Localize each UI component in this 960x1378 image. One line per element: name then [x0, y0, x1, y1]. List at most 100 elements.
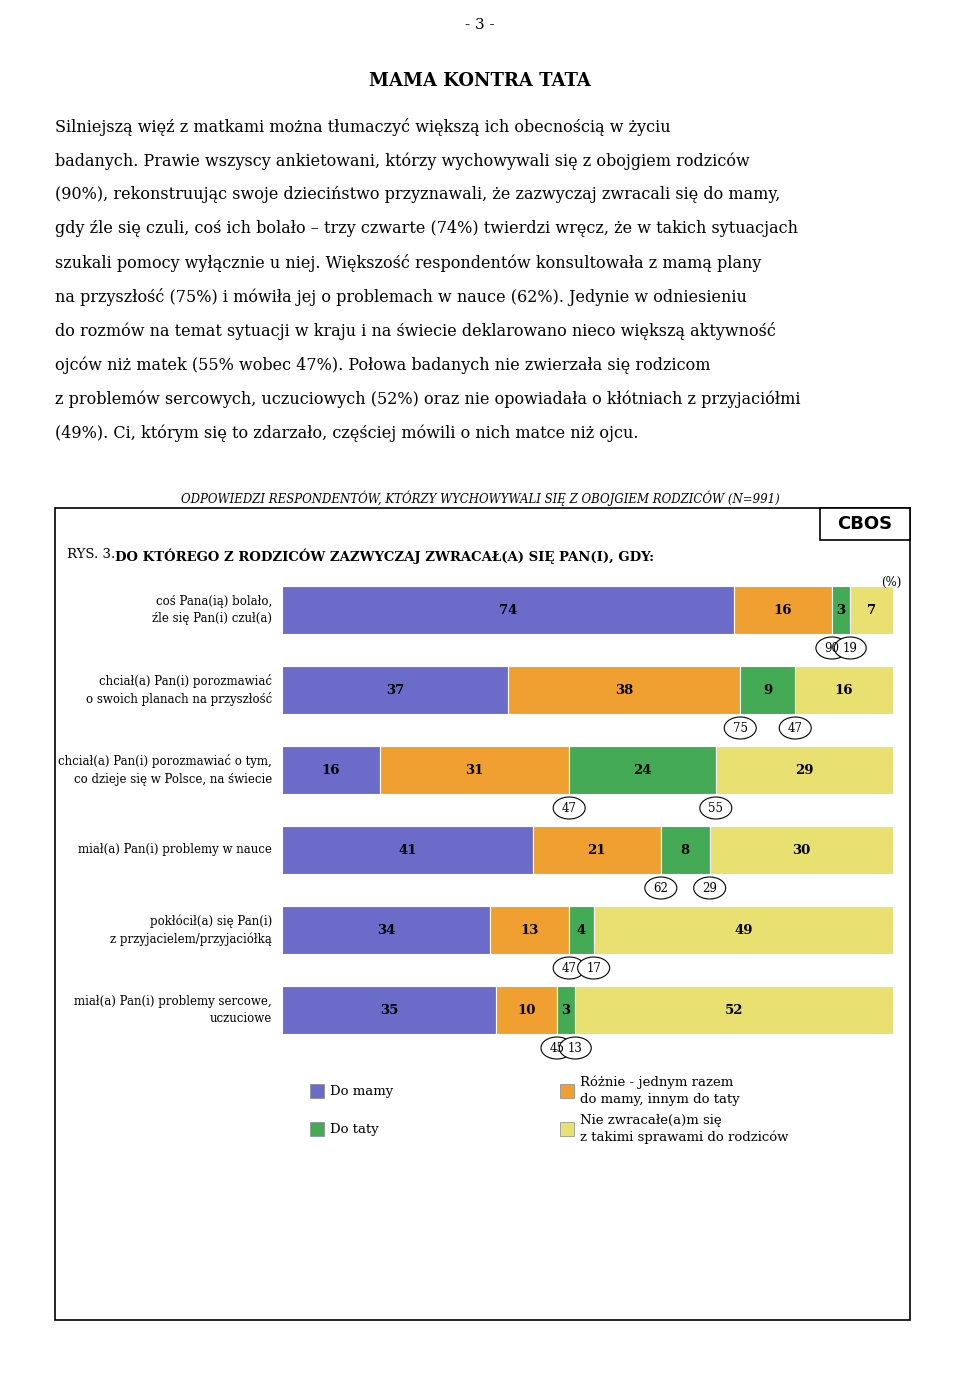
Text: 4: 4	[577, 923, 586, 937]
Text: miał(a) Pan(i) problemy w nauce: miał(a) Pan(i) problemy w nauce	[78, 843, 272, 857]
Bar	[310, 1084, 324, 1098]
Ellipse shape	[578, 956, 610, 978]
Text: 21: 21	[588, 843, 606, 857]
Text: 30: 30	[792, 843, 810, 857]
Ellipse shape	[553, 956, 586, 978]
Text: ODPOWIEDZI RESPONDENTÓW, KTÓRZY WYCHOWYWALI SIĘ Z OBOJGIEM RODZICÓW (N=991): ODPOWIEDZI RESPONDENTÓW, KTÓRZY WYCHOWYW…	[180, 491, 780, 506]
Text: 37: 37	[386, 683, 404, 696]
Text: Nie zwracałe(a)m się
z takimi sprawami do rodziców: Nie zwracałe(a)m się z takimi sprawami d…	[580, 1113, 788, 1144]
Text: z problemów sercowych, uczuciowych (52%) oraz nie opowiadała o kłótniach z przyj: z problemów sercowych, uczuciowych (52%)…	[55, 390, 801, 408]
Bar	[490, 905, 569, 954]
Text: 38: 38	[615, 683, 634, 696]
Text: 9: 9	[763, 683, 773, 696]
Text: 47: 47	[562, 802, 577, 814]
Text: ojców niż matek (55% wobec 47%). Połowa badanych nie zwierzała się rodzicom: ojców niż matek (55% wobec 47%). Połowa …	[55, 356, 710, 373]
Text: 75: 75	[732, 722, 748, 734]
Ellipse shape	[834, 637, 866, 659]
Bar	[851, 586, 893, 634]
Bar	[709, 825, 893, 874]
Bar	[734, 586, 832, 634]
Bar	[380, 745, 569, 794]
Text: 29: 29	[703, 882, 717, 894]
Text: 10: 10	[517, 1003, 536, 1017]
Text: badanych. Prawie wszyscy ankietowani, którzy wychowywali się z obojgiem rodziców: badanych. Prawie wszyscy ankietowani, kt…	[55, 152, 750, 169]
Text: 16: 16	[774, 604, 792, 616]
Bar	[820, 508, 910, 540]
Text: - 3 -: - 3 -	[466, 18, 494, 32]
Bar	[282, 825, 533, 874]
Bar	[660, 825, 709, 874]
Text: Różnie - jednym razem
do mamy, innym do taty: Różnie - jednym razem do mamy, innym do …	[580, 1076, 740, 1107]
Text: CBOS: CBOS	[837, 515, 893, 533]
Text: 16: 16	[835, 683, 853, 696]
Text: RYS. 3.: RYS. 3.	[67, 548, 115, 561]
Text: 90: 90	[825, 642, 839, 655]
Text: 7: 7	[867, 604, 876, 616]
Ellipse shape	[724, 717, 756, 739]
Bar	[593, 905, 893, 954]
Bar	[282, 905, 490, 954]
Text: Do taty: Do taty	[330, 1123, 379, 1135]
Text: (49%). Ci, którym się to zdarzało, częściej mówili o nich matce niż ojcu.: (49%). Ci, którym się to zdarzało, częśc…	[55, 424, 638, 441]
Bar	[832, 586, 851, 634]
Bar	[557, 987, 575, 1034]
Text: chciał(a) Pan(i) porozmawiać
o swoich planach na przyszłość: chciał(a) Pan(i) porozmawiać o swoich pl…	[85, 674, 272, 706]
Bar	[740, 666, 795, 714]
Ellipse shape	[560, 1038, 591, 1060]
Bar	[282, 987, 496, 1034]
Text: 16: 16	[322, 763, 340, 776]
Ellipse shape	[694, 876, 726, 898]
Text: 41: 41	[398, 843, 417, 857]
Text: chciał(a) Pan(i) porozmawiać o tym,
co dzieje się w Polsce, na świecie: chciał(a) Pan(i) porozmawiać o tym, co d…	[59, 755, 272, 785]
Text: 29: 29	[795, 763, 814, 776]
Bar	[55, 508, 910, 1320]
Bar	[282, 745, 380, 794]
Text: 3: 3	[562, 1003, 570, 1017]
Bar	[575, 987, 893, 1034]
Text: 49: 49	[734, 923, 753, 937]
Text: na przyszłość (75%) i mówiła jej o problemach w nauce (62%). Jedynie w odniesien: na przyszłość (75%) i mówiła jej o probl…	[55, 288, 747, 306]
Text: 55: 55	[708, 802, 723, 814]
Text: 47: 47	[788, 722, 803, 734]
Bar	[569, 745, 716, 794]
Text: 34: 34	[376, 923, 396, 937]
Bar	[496, 987, 557, 1034]
Text: 24: 24	[634, 763, 652, 776]
Text: szukali pomocy wyłącznie u niej. Większość respondentów konsultowała z mamą plan: szukali pomocy wyłącznie u niej. Większo…	[55, 254, 761, 271]
Text: 47: 47	[562, 962, 577, 974]
Text: (%): (%)	[881, 576, 902, 588]
Bar	[795, 666, 893, 714]
Ellipse shape	[645, 876, 677, 898]
Text: 13: 13	[520, 923, 539, 937]
Bar	[533, 825, 660, 874]
Text: MAMA KONTRA TATA: MAMA KONTRA TATA	[369, 72, 591, 90]
Text: 45: 45	[549, 1042, 564, 1054]
Text: pokłócił(a) się Pan(i)
z przyjacielem/przyjaciółką: pokłócił(a) się Pan(i) z przyjacielem/pr…	[110, 915, 272, 945]
Text: coś Pana(ią) bolało,
źle się Pan(i) czuł(a): coś Pana(ią) bolało, źle się Pan(i) czuł…	[152, 595, 272, 626]
Text: DO KTÓREGO Z RODZICÓW ZAZWYCZAJ ZWRACAŁ(A) SIĘ PAN(I), GDY:: DO KTÓREGO Z RODZICÓW ZAZWYCZAJ ZWRACAŁ(…	[115, 548, 654, 564]
Text: miał(a) Pan(i) problemy sercowe,
uczuciowe: miał(a) Pan(i) problemy sercowe, uczucio…	[74, 995, 272, 1025]
Text: 19: 19	[843, 642, 857, 655]
Bar	[310, 1122, 324, 1135]
Text: do rozmów na temat sytuacji w kraju i na świecie deklarowano nieco większą aktyw: do rozmów na temat sytuacji w kraju i na…	[55, 322, 776, 340]
Bar	[508, 666, 740, 714]
Text: Do mamy: Do mamy	[330, 1084, 394, 1097]
Text: 13: 13	[568, 1042, 583, 1054]
Bar	[282, 586, 734, 634]
Text: 35: 35	[380, 1003, 398, 1017]
Text: 17: 17	[587, 962, 601, 974]
Bar	[716, 745, 893, 794]
Bar	[282, 666, 508, 714]
Text: 31: 31	[466, 763, 484, 776]
Bar	[560, 1122, 574, 1135]
Text: 74: 74	[499, 604, 517, 616]
Bar	[560, 1084, 574, 1098]
Ellipse shape	[553, 796, 586, 819]
Text: gdy źle się czuli, coś ich bolało – trzy czwarte (74%) twierdzi wręcz, że w taki: gdy źle się czuli, coś ich bolało – trzy…	[55, 220, 798, 237]
Ellipse shape	[540, 1038, 573, 1060]
Text: 8: 8	[681, 843, 690, 857]
Ellipse shape	[700, 796, 732, 819]
Ellipse shape	[780, 717, 811, 739]
Text: (90%), rekonstruując swoje dzieciństwo przyznawali, że zazwyczaj zwracali się do: (90%), rekonstruując swoje dzieciństwo p…	[55, 186, 780, 203]
Text: 62: 62	[654, 882, 668, 894]
